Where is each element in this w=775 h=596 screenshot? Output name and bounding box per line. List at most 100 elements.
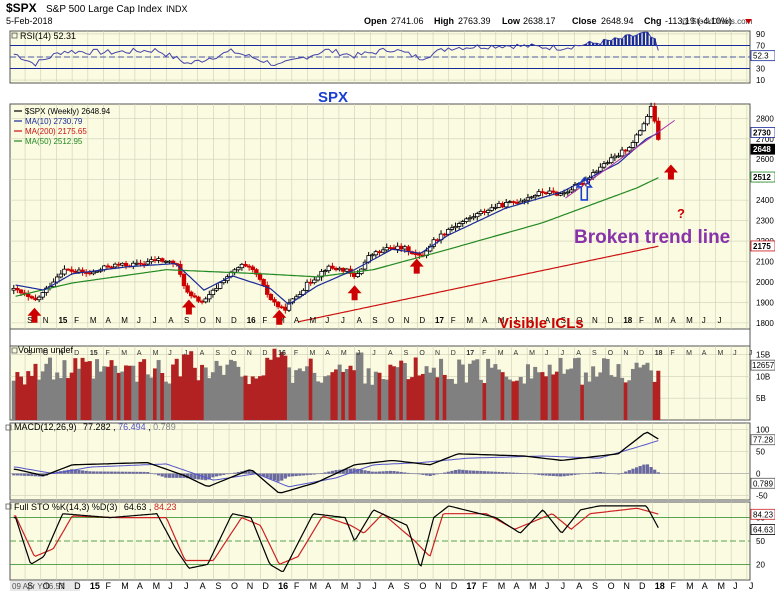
candle-body — [156, 258, 161, 261]
candle-body — [446, 229, 451, 235]
volume-bar — [207, 378, 212, 420]
candle-body — [268, 294, 274, 301]
chg-value: -113.19 (-4.10%) — [665, 16, 732, 26]
volume-bar — [44, 363, 49, 420]
vol-x-tick: F — [482, 350, 486, 357]
macd-histogram-bar — [294, 473, 298, 477]
macd-histogram-bar — [501, 472, 505, 474]
macd-histogram-bar — [323, 472, 327, 474]
macd-histogram-bar — [417, 473, 421, 475]
macd-histogram-bar — [352, 468, 356, 474]
volume-bar — [127, 365, 132, 420]
volume-bar — [504, 376, 509, 420]
candle-body — [181, 273, 187, 287]
macd-histogram-bar — [537, 473, 541, 475]
volume-bar — [399, 360, 404, 420]
macd-histogram-bar — [319, 473, 324, 474]
macd-sep1: , — [113, 422, 118, 432]
volume-bar — [330, 372, 335, 420]
volume-bar — [47, 357, 52, 420]
vol-x-tick: J — [749, 350, 753, 357]
candle-body — [250, 266, 255, 271]
volume-bar — [19, 376, 24, 420]
candle-body — [594, 170, 599, 174]
macd-histogram-bar — [533, 473, 537, 475]
volume-bar — [620, 377, 625, 420]
volume-bar — [51, 379, 56, 420]
macd-histogram-bar — [211, 473, 215, 478]
macd-histogram-bar — [395, 471, 400, 474]
price-x-tick: 16 — [247, 316, 256, 325]
candle-body — [565, 191, 570, 194]
volume-bar — [142, 359, 147, 420]
macd-histogram-bar — [569, 473, 574, 476]
macd-histogram-bar — [363, 470, 367, 474]
candle-body — [73, 270, 78, 273]
bottom-x-tick: M — [310, 581, 318, 591]
bottom-x-tick: A — [388, 581, 394, 591]
macd-histogram-bar — [479, 470, 483, 474]
macd-histogram-bar — [634, 467, 639, 474]
candle-body — [399, 245, 404, 250]
volume-bar — [156, 360, 161, 420]
bottom-x-tick: 17 — [466, 581, 476, 591]
macd-histogram-bar — [606, 472, 610, 474]
candle-body — [134, 262, 140, 265]
candle-body — [120, 262, 125, 266]
candle-body — [395, 245, 400, 250]
bottom-x-tick: A — [702, 581, 708, 591]
macd-histogram-bar — [290, 473, 295, 477]
macd-histogram-bar — [185, 473, 190, 479]
macd-v3: 0.789 — [153, 422, 176, 432]
price-x-tick: M — [90, 316, 97, 325]
macd-histogram-bar — [222, 473, 226, 475]
price-value-box — [750, 171, 775, 183]
volume-bar — [609, 375, 614, 420]
volume-bar — [33, 363, 38, 420]
candle-body — [598, 166, 603, 172]
candle-body — [243, 263, 248, 267]
volume-bar — [294, 370, 299, 420]
volume-bar — [395, 367, 400, 420]
macd-histogram-bar — [587, 473, 592, 474]
bottom-x-tick: D — [262, 581, 269, 591]
volume-bar — [308, 358, 313, 420]
volume-bar — [449, 378, 454, 420]
vol-value-label: 12657 — [752, 361, 775, 370]
bottom-x-tick: M — [717, 581, 725, 591]
macd-histogram-bar — [312, 473, 316, 475]
macd-histogram-bar — [160, 473, 164, 477]
candle-body — [333, 267, 339, 271]
volume-bar — [533, 366, 538, 420]
candle-body — [199, 300, 205, 303]
close-value: 2648.94 — [601, 16, 634, 26]
volume-bar — [544, 376, 549, 420]
volume-bar — [62, 360, 67, 420]
macd-histogram-bar — [19, 473, 23, 476]
macd-histogram-bar — [577, 473, 581, 475]
price-x-tick: J — [325, 316, 329, 325]
vol-x-tick: M — [686, 350, 692, 357]
macd-histogram-bar — [30, 473, 34, 477]
volume-bar — [40, 371, 45, 420]
candle-body — [18, 289, 24, 294]
candle-body — [11, 287, 16, 291]
bottom-x-tick: N — [58, 581, 64, 591]
bottom-x-tick: O — [608, 581, 615, 591]
vol-x-tick: A — [388, 350, 393, 357]
macd-histogram-bar — [95, 471, 99, 474]
candle-body — [641, 123, 647, 132]
volume-bar — [174, 358, 179, 420]
bottom-x-tick: F — [106, 581, 112, 591]
bottom-x-tick: J — [372, 581, 377, 591]
vol-x-tick: J — [545, 350, 549, 357]
volume-bar — [69, 372, 74, 420]
volume-bar — [163, 381, 168, 420]
vol-x-tick: M — [153, 350, 159, 357]
candle-body — [232, 269, 237, 273]
price-x-tick: A — [545, 316, 551, 325]
rsi-y-tick: 90 — [756, 30, 765, 39]
volume-bar — [410, 377, 415, 420]
bottom-x-tick: D — [639, 581, 646, 591]
